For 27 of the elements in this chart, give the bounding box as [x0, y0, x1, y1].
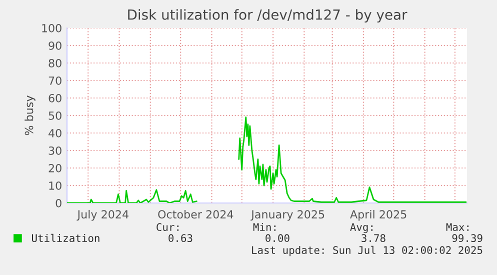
y-tick-label: 90: [48, 41, 62, 50]
y-tick-label: 20: [48, 164, 62, 172]
text: Last update: Sun Jul 13 02:00:02 2025: [252, 246, 482, 256]
y-tick-label: 10: [49, 181, 62, 190]
text: Min:: [253, 222, 276, 231]
y-tick-label: 40: [48, 128, 62, 138]
x-tick-label: January 2025: [250, 210, 324, 221]
y-axis-title: % busy: [24, 96, 36, 136]
text: 0.00: [266, 234, 290, 242]
chart-title: Disk utilization for /dev/md127 - by year: [128, 9, 408, 23]
y-tick-label: 50: [48, 111, 62, 120]
y-tick-label: 80: [48, 58, 62, 68]
y-tick-label: 30: [48, 146, 62, 155]
text: Max:: [446, 223, 468, 232]
y-tick-label: 70: [48, 76, 62, 85]
y-tick-label: 60: [48, 94, 62, 102]
x-tick-label: April 2025: [350, 210, 406, 221]
text: 0.63: [168, 234, 192, 242]
y-tick-label: 0: [56, 198, 62, 208]
text: Cur:: [156, 223, 178, 232]
y-tick-label: 100: [42, 24, 62, 32]
x-tick-label: July 2024: [76, 210, 128, 221]
x-tick-label: October 2024: [158, 210, 234, 219]
legend-label: Utilization: [32, 234, 100, 242]
text: 3.78: [362, 234, 386, 242]
text: 99.39: [452, 234, 482, 242]
text: Avg:: [350, 223, 372, 234]
